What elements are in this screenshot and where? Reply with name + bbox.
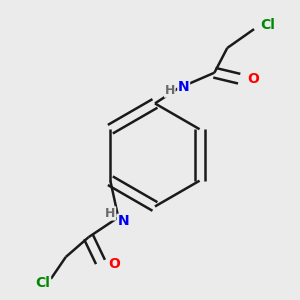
Text: O: O bbox=[108, 257, 120, 271]
Text: N: N bbox=[117, 214, 129, 228]
Text: Cl: Cl bbox=[260, 18, 275, 32]
Text: N: N bbox=[178, 80, 190, 94]
Text: Cl: Cl bbox=[36, 276, 50, 290]
Text: H: H bbox=[105, 207, 116, 220]
Text: O: O bbox=[247, 72, 259, 86]
Text: H: H bbox=[165, 84, 175, 97]
